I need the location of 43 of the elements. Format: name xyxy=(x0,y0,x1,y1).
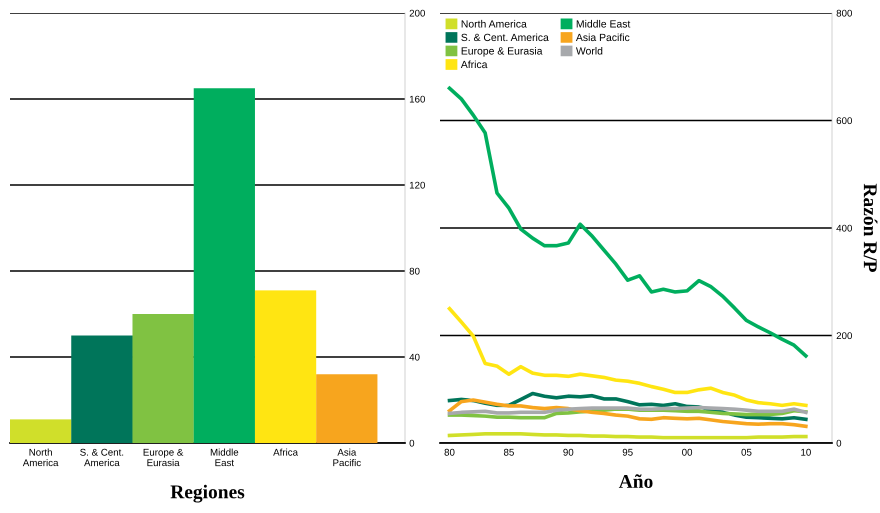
legend-label: Africa xyxy=(460,60,488,68)
y-tick-label: 0 xyxy=(410,440,414,447)
x-tick-label: Middle East xyxy=(210,448,238,466)
bar xyxy=(71,336,132,443)
legend-label: S. & Cent. America xyxy=(461,33,549,42)
x-tick-label: 80 xyxy=(444,448,455,456)
legend-label: Europe & Eurasia xyxy=(462,46,542,57)
x-tick-label: 10 xyxy=(801,448,811,456)
y-tick-label: 800 xyxy=(836,10,852,17)
x-axis-title: Regiones xyxy=(170,484,244,503)
line-series xyxy=(448,306,808,408)
x-tick-label: 90 xyxy=(563,448,574,456)
y-axis-title: Razón R/P xyxy=(864,184,878,272)
x-tick-label: 85 xyxy=(504,448,514,456)
x-tick-label: 95 xyxy=(622,448,633,456)
legend-label: Middle East xyxy=(576,20,630,28)
legend-label: Asia Pacific xyxy=(576,33,630,42)
bar xyxy=(254,290,316,443)
y-tick-label: 600 xyxy=(836,117,852,124)
legend-label: World xyxy=(576,46,602,55)
x-tick-label: Asia Pacific xyxy=(333,448,361,466)
x-tick-label: S. & Cent. America xyxy=(80,448,124,466)
x-tick-label: Europe & Eurasia xyxy=(144,448,184,466)
y-tick-label: 400 xyxy=(836,224,852,232)
bar xyxy=(316,374,378,443)
x-tick-label: Africa xyxy=(273,448,298,456)
bar xyxy=(10,419,72,443)
y-tick-label: 200 xyxy=(836,332,852,340)
y-tick-label: 160 xyxy=(410,96,426,103)
y-tick-label: 200 xyxy=(410,10,426,17)
x-tick-label: North America xyxy=(22,448,58,466)
line-series xyxy=(448,86,808,358)
x-tick-label: 05 xyxy=(741,448,752,456)
y-tick-label: 120 xyxy=(410,182,426,189)
y-tick-label: 80 xyxy=(410,268,420,275)
x-axis-title: Año xyxy=(618,474,653,488)
x-tick-label: 00 xyxy=(682,448,692,456)
line-series xyxy=(448,398,808,428)
y-tick-label: 40 xyxy=(409,354,420,361)
y-tick-label: 0 xyxy=(836,440,842,447)
legend-label: North America xyxy=(462,20,527,28)
bar xyxy=(194,88,255,443)
bar xyxy=(132,314,194,443)
